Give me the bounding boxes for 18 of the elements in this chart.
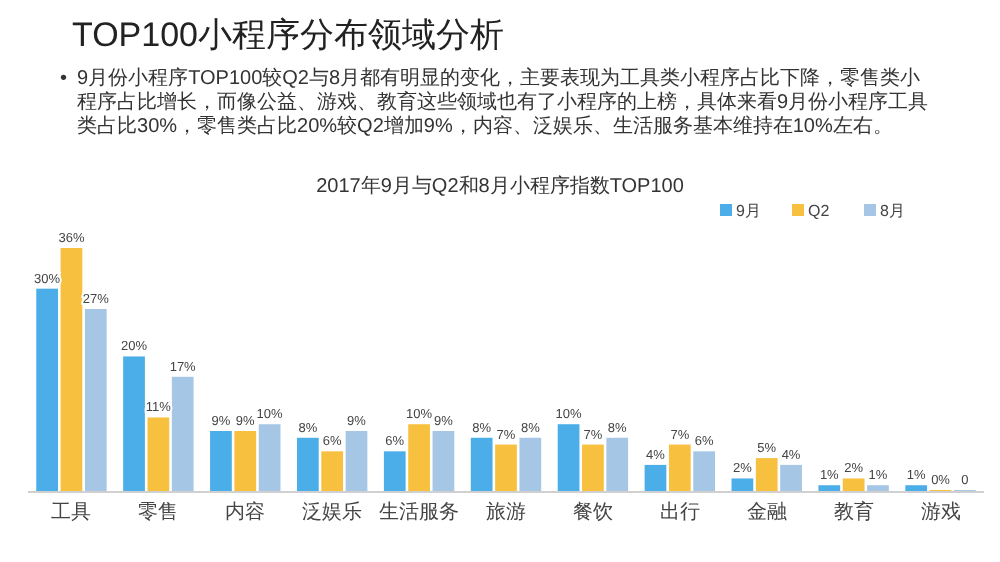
x-tick-label: 泛娱乐 <box>302 500 363 524</box>
text: 9月份小程序TOP100较Q2与8月都有明显的变化，主要表现为工具类小程序占比下降，零售类小程序占比增长，而像公益、游戏、教育这些领域也有了小程序的上榜，具体来看9月份小程序工具类占比30%，零售类占比20%较Q2增加9%，内容、泛娱乐、生活服务基本维持在10%左右。 <box>77 68 931 140</box>
x-tick-label: 生活服务 <box>379 500 460 524</box>
x-tick-label: 旅游 <box>486 500 526 524</box>
x-tick-label: 零售 <box>138 500 179 524</box>
legend-label: 9月 <box>736 202 761 220</box>
chart-subtitle: 2017年9月与Q2和8月小程序指数TOP100 <box>316 174 685 198</box>
x-tick-label: 教育 <box>833 500 874 524</box>
x-tick-label: 金融 <box>746 500 787 524</box>
text: • <box>60 68 68 94</box>
legend-label: Q2 <box>808 202 831 220</box>
x-tick-label: 内容 <box>225 500 266 524</box>
x-tick-label: 游戏 <box>920 500 961 524</box>
x-tick-label: 餐饮 <box>572 500 613 524</box>
x-tick-label: 出行 <box>659 500 700 524</box>
x-tick-label: 工具 <box>51 502 92 524</box>
legend-label: 8月 <box>880 202 905 220</box>
title: TOP100小程序分布领域分析 <box>72 14 505 58</box>
